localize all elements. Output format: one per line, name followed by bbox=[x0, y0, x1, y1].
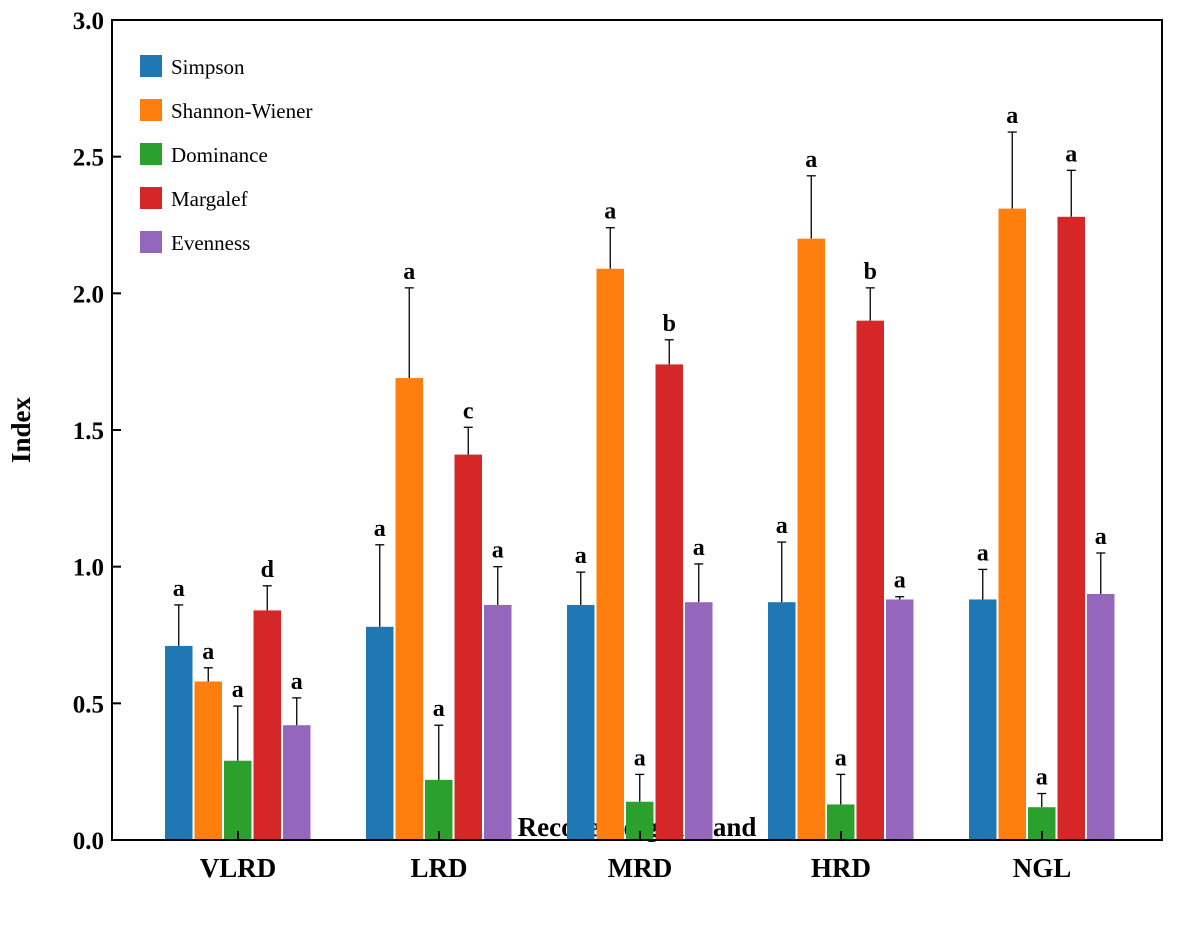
x-tick-label: LRD bbox=[410, 853, 467, 883]
bar-evenness bbox=[685, 602, 713, 840]
bar-simpson bbox=[567, 604, 595, 840]
significance-label: a bbox=[403, 259, 415, 285]
bar-evenness bbox=[283, 725, 311, 840]
y-tick-label: 1.5 bbox=[73, 418, 104, 445]
significance-label: a bbox=[1095, 524, 1107, 550]
bar-shannon-wiener bbox=[596, 268, 624, 840]
legend-label: Dominance bbox=[171, 143, 268, 167]
x-tick-label: HRD bbox=[811, 853, 871, 883]
significance-label: a bbox=[1006, 103, 1018, 129]
significance-label: a bbox=[291, 669, 303, 695]
bar-shannon-wiener bbox=[797, 238, 825, 840]
significance-label: a bbox=[1036, 765, 1048, 791]
bar-simpson bbox=[768, 602, 796, 840]
bar-simpson bbox=[969, 599, 997, 840]
legend-swatch bbox=[140, 143, 162, 165]
y-tick-label: 2.5 bbox=[73, 145, 104, 172]
bar-evenness bbox=[484, 604, 512, 840]
significance-label: a bbox=[805, 147, 817, 173]
significance-label: c bbox=[463, 398, 474, 424]
legend-label: Simpson bbox=[171, 55, 245, 79]
bar-margalef bbox=[253, 610, 281, 840]
x-tick-label: VLRD bbox=[200, 853, 277, 883]
y-tick-label: 2.0 bbox=[73, 281, 104, 308]
legend-label: Evenness bbox=[171, 231, 250, 255]
bar-margalef bbox=[655, 364, 683, 840]
significance-label: a bbox=[894, 568, 906, 594]
bar-simpson bbox=[366, 626, 394, 840]
bar-shannon-wiener bbox=[395, 378, 423, 840]
significance-label: a bbox=[433, 696, 445, 722]
bar-dominance bbox=[425, 779, 453, 840]
significance-label: a bbox=[977, 540, 989, 566]
y-tick-label: 0.0 bbox=[73, 828, 104, 855]
significance-label: a bbox=[604, 199, 616, 225]
y-tick-label: 3.0 bbox=[73, 8, 104, 35]
significance-label: a bbox=[634, 745, 646, 771]
significance-label: b bbox=[663, 311, 676, 337]
significance-label: a bbox=[173, 576, 185, 602]
x-tick-label: MRD bbox=[608, 853, 672, 883]
significance-label: a bbox=[232, 677, 244, 703]
significance-label: d bbox=[261, 557, 275, 583]
legend-swatch bbox=[140, 231, 162, 253]
bar-shannon-wiener bbox=[998, 208, 1026, 841]
significance-label: a bbox=[1065, 141, 1077, 167]
legend-label: Shannon-Wiener bbox=[171, 99, 312, 123]
bar-dominance bbox=[224, 760, 252, 840]
y-axis-title: Index bbox=[6, 396, 36, 463]
bar-simpson bbox=[165, 645, 193, 840]
significance-label: a bbox=[575, 543, 587, 569]
significance-label: a bbox=[776, 513, 788, 539]
significance-label: a bbox=[835, 745, 847, 771]
y-tick-label: 0.5 bbox=[73, 691, 104, 718]
bar-shannon-wiener bbox=[194, 681, 222, 840]
bar-evenness bbox=[886, 599, 914, 840]
legend-swatch bbox=[140, 187, 162, 209]
bar-margalef bbox=[856, 320, 884, 841]
legend-label: Margalef bbox=[171, 187, 248, 211]
significance-label: a bbox=[492, 538, 504, 564]
significance-label: a bbox=[693, 535, 705, 561]
legend-swatch bbox=[140, 99, 162, 121]
significance-label: a bbox=[202, 639, 214, 665]
y-tick-label: 1.0 bbox=[73, 555, 104, 582]
significance-label: b bbox=[864, 259, 877, 285]
legend-swatch bbox=[140, 55, 162, 77]
bar-margalef bbox=[1057, 216, 1085, 841]
bar-margalef bbox=[454, 454, 482, 840]
x-tick-label: NGL bbox=[1013, 853, 1072, 883]
bar-evenness bbox=[1087, 594, 1115, 840]
significance-label: a bbox=[374, 516, 386, 542]
